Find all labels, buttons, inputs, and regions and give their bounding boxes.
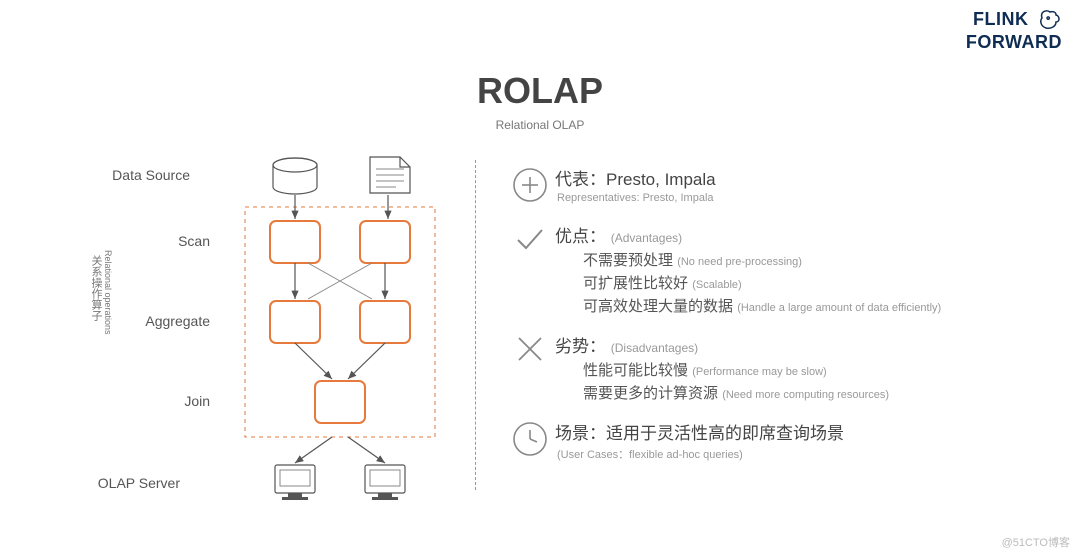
cross-icon xyxy=(505,332,555,364)
scene-label: 场景： xyxy=(555,424,606,443)
rolap-diagram: Data Source Scan Aggregate Join OLAP Ser… xyxy=(70,155,440,525)
dis-item: 需要更多的计算资源 (Need more computing resources… xyxy=(555,382,1065,403)
watermark: @51CTO博客 xyxy=(1002,534,1070,550)
check-icon xyxy=(505,222,555,256)
row-representatives: 代表：Presto, Impala Representatives: Prest… xyxy=(505,165,1065,206)
cylinder-icon xyxy=(273,158,317,194)
row-advantages: 优点： (Advantages) 不需要预处理 (No need pre-pro… xyxy=(505,222,1065,316)
squirrel-icon xyxy=(1038,10,1062,33)
adv-label-en: (Advantages) xyxy=(611,231,682,245)
adv-item: 可扩展性比较好 (Scalable) xyxy=(555,272,1065,293)
vertical-divider xyxy=(475,160,476,490)
scene-value: 适用于灵活性高的即席查询场景 xyxy=(606,424,844,443)
dis-label-en: (Disadvantages) xyxy=(611,341,698,355)
rep-label: 代表： xyxy=(555,170,606,189)
monitor-icon xyxy=(275,465,315,500)
row-disadvantages: 劣势： (Disadvantages) 性能可能比较慢 (Performance… xyxy=(505,332,1065,403)
scene-sub: (User Cases：flexible ad-hoc queries) xyxy=(557,446,1065,462)
adv-item: 可高效处理大量的数据 (Handle a large amount of dat… xyxy=(555,295,1065,316)
row-scene: 场景：适用于灵活性高的即席查询场景 (User Cases：flexible a… xyxy=(505,419,1065,464)
rep-value: Presto, Impala xyxy=(606,170,716,189)
page-title: ROLAP xyxy=(0,70,1080,112)
plus-circle-icon xyxy=(505,165,555,203)
adv-label: 优点： xyxy=(555,227,606,246)
document-icon xyxy=(370,157,410,193)
flink-forward-logo: FLINK FORWARD xyxy=(966,10,1062,51)
logo-line1: FLINK xyxy=(973,9,1029,29)
monitor-icon xyxy=(365,465,405,500)
info-panel: 代表：Presto, Impala Representatives: Prest… xyxy=(505,165,1065,480)
page-subtitle: Relational OLAP xyxy=(0,118,1080,132)
logo-line2: FORWARD xyxy=(966,32,1062,52)
clock-icon xyxy=(505,419,555,457)
diagram-svg xyxy=(70,155,440,525)
rep-sub: Representatives: Presto, Impala xyxy=(557,192,1065,204)
dis-item: 性能可能比较慢 (Performance may be slow) xyxy=(555,359,1065,380)
dis-label: 劣势： xyxy=(555,337,606,356)
adv-item: 不需要预处理 (No need pre-processing) xyxy=(555,249,1065,270)
